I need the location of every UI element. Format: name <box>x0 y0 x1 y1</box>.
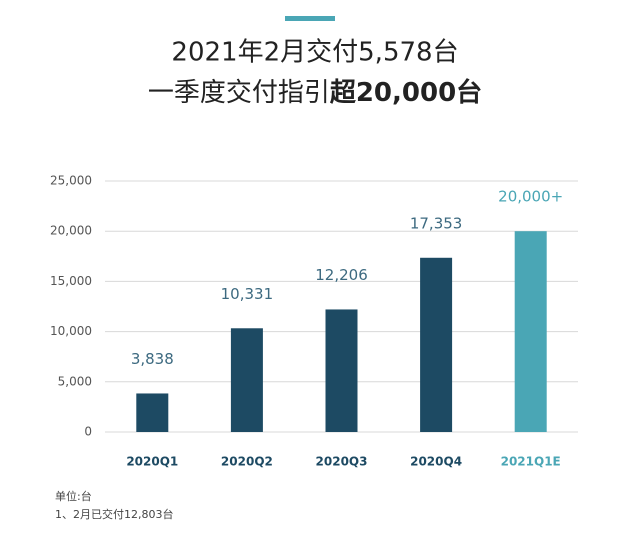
chart-title: 2021年2月交付5,578台 <box>171 38 458 68</box>
note: 单位:台 <box>55 489 92 503</box>
y-tick-label: 20,000 <box>50 224 92 238</box>
value-label: 12,206 <box>315 266 368 284</box>
subtitle-text: 一季度交付指引 <box>148 78 330 108</box>
decor-bar <box>285 16 335 21</box>
y-tick-label: 15,000 <box>50 274 92 288</box>
y-tick-label: 10,000 <box>50 324 92 338</box>
x-tick-label: 2020Q1 <box>126 455 178 469</box>
x-tick-label: 2020Q3 <box>316 455 368 469</box>
value-label: 10,331 <box>221 285 274 303</box>
bar <box>136 393 169 432</box>
x-tick-label: 2021Q1E <box>501 455 561 469</box>
bar <box>230 328 263 432</box>
value-label: 3,838 <box>131 350 174 368</box>
chart-subtitle: 一季度交付指引超20,000台 <box>148 77 482 108</box>
bar <box>325 309 358 432</box>
note: 1、2月已交付12,803台 <box>55 507 174 521</box>
value-label: 17,353 <box>410 214 463 232</box>
bar <box>514 231 547 432</box>
subtitle-bold: 超20,000台 <box>330 77 482 108</box>
x-tick-label: 2020Q2 <box>221 455 273 469</box>
bar <box>420 257 453 432</box>
value-label: 20,000+ <box>498 188 563 206</box>
y-tick-label: 5,000 <box>58 374 92 388</box>
y-tick-label: 25,000 <box>50 174 92 188</box>
x-tick-label: 2020Q4 <box>410 455 462 469</box>
y-tick-label: 0 <box>84 425 92 439</box>
